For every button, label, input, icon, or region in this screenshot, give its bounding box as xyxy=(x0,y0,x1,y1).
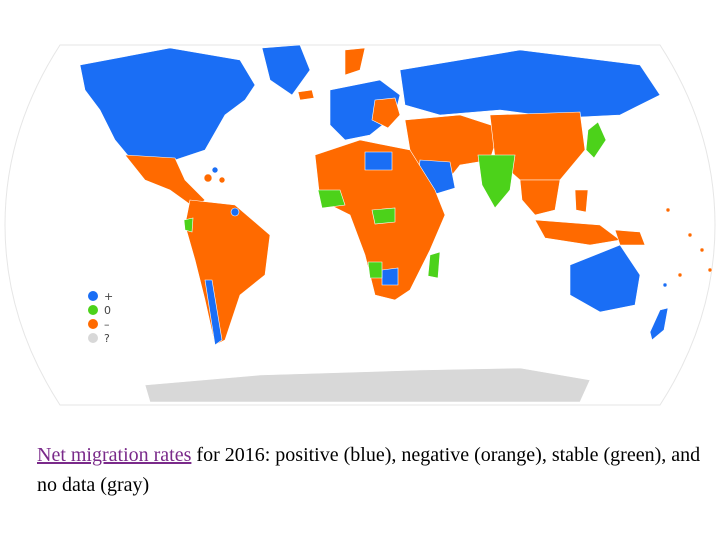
pacific-island xyxy=(662,282,668,288)
pacific-island xyxy=(687,232,693,238)
new-zealand xyxy=(649,307,669,341)
philippines xyxy=(574,189,589,213)
net-migration-rates-link[interactable]: Net migration rates xyxy=(37,444,192,466)
southern-africa-green xyxy=(367,261,383,279)
legend-item-negative: – xyxy=(88,317,128,331)
russia xyxy=(399,49,661,119)
libya xyxy=(364,151,393,171)
legend-positive-label: + xyxy=(104,289,114,303)
greenland xyxy=(261,44,311,96)
ecuador xyxy=(183,217,194,233)
pacific-island xyxy=(707,267,713,273)
map-legend: + 0 – ? xyxy=(88,289,128,345)
world-map-svg xyxy=(4,44,716,406)
legend-item-no-data: ? xyxy=(88,331,128,345)
australia xyxy=(569,244,641,313)
caption-text: for 2016: positive (blue), negative (ora… xyxy=(37,444,701,496)
legend-positive-swatch xyxy=(88,291,98,301)
antarctica xyxy=(144,367,591,403)
south-africa-region xyxy=(381,267,399,286)
pacific-island xyxy=(677,272,683,278)
guiana xyxy=(230,207,240,217)
caribbean-island xyxy=(211,166,219,174)
legend-negative-swatch xyxy=(88,319,98,329)
legend-no-data-label: ? xyxy=(104,331,110,345)
world-map xyxy=(0,40,720,410)
caribbean-island xyxy=(218,176,226,184)
japan xyxy=(585,121,607,159)
legend-item-positive: + xyxy=(88,289,128,303)
southeast-asia xyxy=(519,179,561,216)
indonesia xyxy=(534,219,621,246)
chile xyxy=(204,279,223,346)
legend-stable-label: 0 xyxy=(104,303,111,317)
west-africa xyxy=(317,189,346,209)
caribbean-island xyxy=(203,173,213,183)
india xyxy=(477,154,516,209)
legend-stable-swatch xyxy=(88,305,98,315)
legend-no-data-swatch xyxy=(88,333,98,343)
pacific-island xyxy=(665,207,671,213)
papua-new-guinea xyxy=(614,229,646,246)
pacific-island xyxy=(699,247,705,253)
scandinavia xyxy=(344,47,366,76)
legend-item-stable: 0 xyxy=(88,303,128,317)
iceland xyxy=(297,89,315,101)
eastern-europe xyxy=(371,97,401,129)
south-america xyxy=(184,199,271,346)
madagascar xyxy=(427,251,441,279)
map-caption: Net migration rates for 2016: positive (… xyxy=(37,440,717,500)
central-africa xyxy=(371,207,396,225)
legend-negative-label: – xyxy=(104,317,110,331)
north-america xyxy=(79,47,256,161)
